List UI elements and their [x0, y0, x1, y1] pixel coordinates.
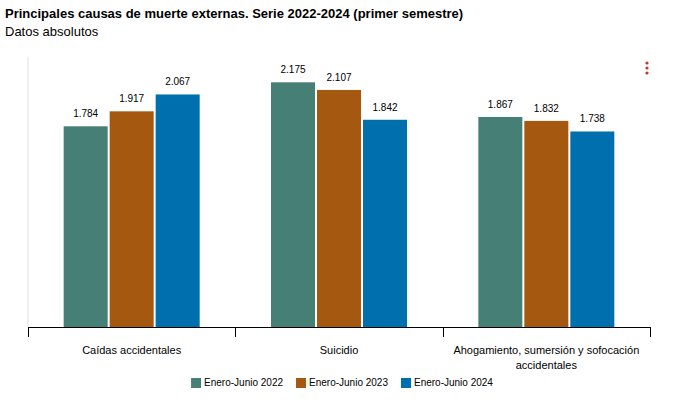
- bar: [271, 82, 315, 327]
- data-label: 1.832: [534, 103, 559, 114]
- legend-swatch: [401, 378, 411, 388]
- legend-label: Enero-Junio 2022: [204, 377, 283, 388]
- chart: Principales causas de muerte externas. S…: [0, 0, 684, 402]
- category-label: Caídas accidentales: [82, 344, 182, 356]
- data-label: 2.107: [326, 72, 351, 83]
- category-divider: [28, 327, 29, 337]
- menu-icon: [645, 61, 648, 64]
- category-divider: [650, 327, 651, 337]
- category-label-line: accidentales: [516, 359, 578, 371]
- legend-swatch: [296, 378, 306, 388]
- menu-icon: [645, 66, 648, 69]
- bar: [524, 121, 568, 327]
- bar: [156, 94, 200, 327]
- category-label-line: Ahogamiento, sumersión y sofocación: [453, 344, 639, 356]
- category-divider: [443, 327, 444, 337]
- data-label: 1.738: [580, 113, 605, 124]
- bar: [570, 131, 614, 327]
- bar: [478, 117, 522, 327]
- legend: Enero-Junio 2022 Enero-Junio 2023 Enero-Ju…: [191, 377, 493, 388]
- y-axis-line: [28, 57, 29, 327]
- category-divider: [235, 327, 236, 337]
- bars: [64, 82, 615, 327]
- data-label: 1.917: [119, 93, 144, 104]
- data-label: 2.067: [165, 76, 190, 87]
- legend-swatch: [191, 378, 201, 388]
- data-labels: 1.784 2.175 1.867 1.917 2.107 1.832 2.067 1.842…: [73, 64, 605, 124]
- title: Principales causas de muerte externas. S…: [5, 6, 463, 21]
- category-label: Ahogamiento, sumersión y sofocación accid…: [453, 344, 639, 371]
- bar: [64, 126, 108, 327]
- category-label-line: Caídas accidentales: [82, 344, 182, 356]
- x-axis-line: [28, 327, 650, 328]
- bar: [110, 111, 154, 327]
- category-label-line: Suicidio: [320, 344, 359, 356]
- data-label: 2.175: [280, 64, 305, 75]
- legend-label: Enero-Junio 2024: [414, 377, 493, 388]
- category-label: Suicidio: [320, 344, 359, 356]
- data-label: 1.867: [488, 99, 513, 110]
- bar: [317, 90, 361, 327]
- data-label: 1.784: [73, 108, 98, 119]
- subtitle: Datos absolutos: [5, 24, 99, 39]
- menu-icon: [645, 71, 648, 74]
- legend-label: Enero-Junio 2023: [309, 377, 388, 388]
- bar: [363, 120, 407, 327]
- data-label: 1.842: [372, 102, 397, 113]
